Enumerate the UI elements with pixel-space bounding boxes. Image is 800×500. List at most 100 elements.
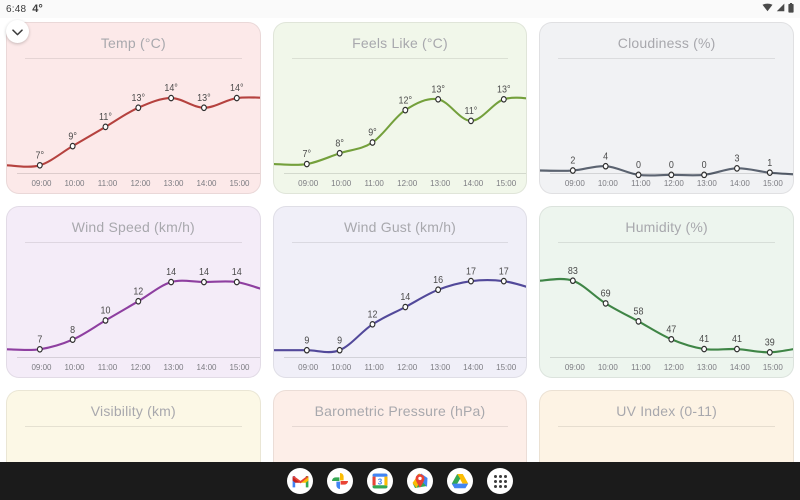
x-axis-tick: 12:00 bbox=[397, 363, 418, 372]
data-point[interactable] bbox=[635, 171, 642, 179]
chart-card[interactable]: Feels Like (°C)7°8°9°12°13°11°13°13°09:0… bbox=[272, 22, 528, 194]
x-axis-tick: 12:00 bbox=[663, 363, 684, 372]
chart-card[interactable]: Cloudiness (%)2400031009:0010:0011:0012:… bbox=[539, 22, 794, 194]
data-point[interactable] bbox=[336, 346, 343, 354]
status-bar-right bbox=[762, 2, 794, 16]
x-axis-line bbox=[550, 173, 793, 174]
collapse-button[interactable] bbox=[6, 20, 29, 43]
google-calendar-icon[interactable]: 3 bbox=[367, 468, 393, 494]
app-drawer-dots bbox=[493, 474, 507, 488]
chart-card[interactable]: Humidity (%)836958474141394209:0010:0011… bbox=[539, 206, 794, 378]
status-temperature: 4° bbox=[32, 3, 43, 15]
x-axis-tick: 13:00 bbox=[696, 179, 717, 188]
x-axis-tick: 10:00 bbox=[331, 179, 352, 188]
signal-icon bbox=[776, 3, 785, 15]
chart-plot-area[interactable]: 7810121414141309:0010:0011:0012:0013:001… bbox=[7, 243, 260, 377]
data-point[interactable] bbox=[434, 95, 441, 103]
data-point[interactable] bbox=[767, 349, 774, 356]
title-divider bbox=[558, 242, 775, 243]
chart-card[interactable]: Barometric Pressure (hPa) 09:0010:0011:00… bbox=[272, 390, 528, 462]
data-point[interactable] bbox=[500, 95, 507, 103]
data-point[interactable] bbox=[201, 278, 207, 286]
data-point[interactable] bbox=[767, 169, 774, 177]
gmail-icon[interactable] bbox=[287, 468, 313, 494]
data-point[interactable] bbox=[467, 277, 474, 285]
chart-plot-area[interactable]: 7°8°9°12°13°11°13°13°09:0010:0011:0012:0… bbox=[273, 59, 527, 193]
data-point[interactable] bbox=[668, 335, 675, 343]
data-point[interactable] bbox=[336, 149, 343, 157]
data-point[interactable] bbox=[701, 171, 708, 179]
data-point[interactable] bbox=[369, 320, 376, 328]
chart-plot-area[interactable]: 2400031009:0010:0011:0012:0013:0014:0015… bbox=[540, 59, 793, 193]
data-point[interactable] bbox=[102, 317, 109, 324]
data-point[interactable] bbox=[635, 318, 642, 325]
weather-dashboard-scroll[interactable]: Temp (°C)7°9°11°13°14°13°14°14°09:0010:0… bbox=[0, 18, 800, 462]
google-maps-icon[interactable] bbox=[407, 468, 433, 494]
chart-title: Wind Gust (km/h) bbox=[343, 219, 457, 235]
data-point[interactable] bbox=[467, 117, 474, 125]
x-axis-tick: 10:00 bbox=[64, 179, 85, 188]
data-point[interactable] bbox=[402, 106, 408, 114]
data-point[interactable] bbox=[303, 160, 310, 168]
chart-plot-area[interactable]: 9912141617171609:0010:0011:0012:0013:001… bbox=[273, 243, 527, 377]
data-point-label: 13° bbox=[497, 84, 511, 96]
x-axis-tick: 09:00 bbox=[564, 363, 585, 372]
chart-card[interactable]: Wind Gust (km/h) 9912141617171609:0010:00… bbox=[272, 206, 528, 378]
data-point[interactable] bbox=[500, 277, 507, 285]
data-point[interactable] bbox=[233, 278, 240, 286]
chart-card[interactable]: Temp (°C)7°9°11°13°14°13°14°14°09:0010:0… bbox=[6, 22, 261, 194]
chart-plot-area[interactable]: 44444409:0010:0011:0012:0013:0014:0015:0… bbox=[540, 427, 793, 462]
app-drawer-icon[interactable] bbox=[487, 468, 513, 494]
data-point[interactable] bbox=[668, 171, 675, 179]
status-bar: 6:48 4° bbox=[0, 0, 800, 18]
x-axis-tick: 14:00 bbox=[463, 179, 484, 188]
data-point[interactable] bbox=[69, 142, 76, 150]
data-point[interactable] bbox=[135, 297, 142, 305]
x-axis-line bbox=[283, 357, 527, 358]
chart-plot-area[interactable]: 836958474141394209:0010:0011:0012:0013:0… bbox=[540, 243, 793, 377]
google-drive-icon[interactable] bbox=[447, 468, 473, 494]
data-point[interactable] bbox=[303, 346, 310, 354]
data-point[interactable] bbox=[36, 345, 43, 353]
x-axis-tick: 16:00 bbox=[789, 363, 793, 372]
google-photos-icon[interactable] bbox=[327, 468, 353, 494]
chart-plot-area[interactable]: 7°9°11°13°14°13°14°14°09:0010:0011:0012:… bbox=[7, 59, 260, 193]
data-point[interactable] bbox=[434, 286, 441, 294]
data-point[interactable] bbox=[734, 165, 741, 172]
data-point[interactable] bbox=[168, 94, 175, 102]
data-point[interactable] bbox=[570, 277, 577, 285]
x-axis-tick: 13:00 bbox=[430, 179, 451, 188]
chart-card[interactable]: UV Index (0-11) 44444409:0010:0011:0012:0… bbox=[539, 390, 794, 462]
data-point[interactable] bbox=[603, 300, 609, 307]
x-axis-tick: 15:00 bbox=[229, 363, 250, 372]
data-point-label: 9 bbox=[337, 335, 342, 347]
data-point[interactable] bbox=[135, 104, 142, 112]
data-point[interactable] bbox=[369, 139, 376, 146]
chart-card[interactable]: Visibility (km) 09:0010:0011:0012:0013:00… bbox=[6, 390, 261, 462]
data-point[interactable] bbox=[168, 278, 175, 286]
data-point[interactable] bbox=[36, 161, 43, 169]
data-point[interactable] bbox=[69, 336, 76, 343]
data-point[interactable] bbox=[201, 104, 207, 112]
chart-card[interactable]: Wind Speed (km/h)7810121414141309:0010:0… bbox=[6, 206, 261, 378]
data-point-label: 8° bbox=[335, 138, 344, 150]
data-point-label: 47 bbox=[667, 324, 677, 336]
data-point[interactable] bbox=[102, 123, 109, 131]
x-axis-tick: 09:00 bbox=[298, 363, 319, 372]
data-point-label: 14 bbox=[232, 267, 243, 279]
data-point-label: 13° bbox=[197, 92, 211, 104]
data-point-label: 13° bbox=[431, 84, 445, 96]
data-point[interactable] bbox=[570, 167, 577, 174]
data-point[interactable] bbox=[233, 94, 240, 102]
x-axis-tick: 11:00 bbox=[97, 363, 118, 372]
x-axis-tick: 12:00 bbox=[397, 179, 418, 188]
data-point[interactable] bbox=[603, 162, 609, 170]
data-point-label: 14 bbox=[199, 267, 210, 279]
data-point[interactable] bbox=[402, 303, 408, 311]
data-point[interactable] bbox=[734, 345, 741, 353]
data-point[interactable] bbox=[701, 345, 708, 353]
title-divider bbox=[25, 242, 242, 243]
data-point-label: 0 bbox=[636, 160, 641, 172]
